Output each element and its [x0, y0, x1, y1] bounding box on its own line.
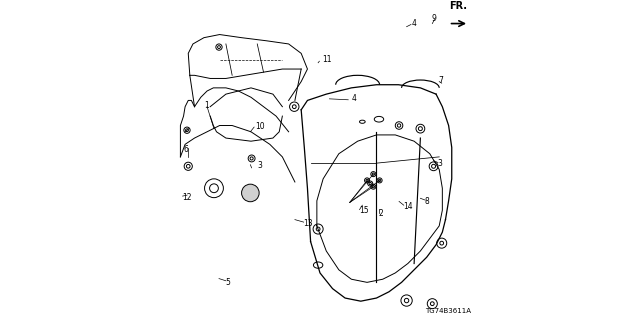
Text: 13: 13 [303, 219, 312, 228]
Text: 9: 9 [431, 14, 436, 23]
Text: 10: 10 [256, 122, 266, 131]
Circle shape [372, 186, 374, 188]
Circle shape [404, 298, 409, 303]
Circle shape [397, 124, 401, 127]
Circle shape [209, 184, 218, 193]
Circle shape [372, 173, 374, 175]
Text: FR.: FR. [449, 1, 467, 11]
Text: 11: 11 [322, 54, 332, 63]
Text: 4: 4 [351, 94, 356, 103]
Text: 12: 12 [182, 193, 192, 202]
Text: 3: 3 [438, 159, 442, 168]
Text: 2: 2 [378, 210, 383, 219]
Circle shape [241, 184, 259, 202]
Circle shape [186, 129, 188, 132]
Circle shape [218, 46, 220, 49]
Circle shape [378, 179, 381, 181]
Circle shape [431, 164, 436, 168]
Text: 15: 15 [359, 206, 369, 215]
Circle shape [366, 179, 368, 181]
Text: 3: 3 [258, 161, 263, 170]
Text: 5: 5 [225, 278, 230, 287]
Text: 8: 8 [425, 197, 429, 206]
Text: 14: 14 [403, 202, 413, 211]
Circle shape [250, 157, 253, 160]
Text: TG74B3611A: TG74B3611A [424, 308, 470, 314]
Circle shape [316, 227, 320, 231]
Circle shape [431, 302, 434, 306]
Text: 6: 6 [184, 146, 189, 155]
Circle shape [440, 241, 444, 245]
Text: 1: 1 [205, 101, 209, 110]
Text: 4: 4 [412, 19, 417, 28]
Circle shape [186, 164, 190, 168]
Circle shape [369, 182, 371, 185]
Circle shape [419, 127, 422, 131]
Text: 7: 7 [438, 76, 444, 85]
Circle shape [292, 105, 296, 108]
